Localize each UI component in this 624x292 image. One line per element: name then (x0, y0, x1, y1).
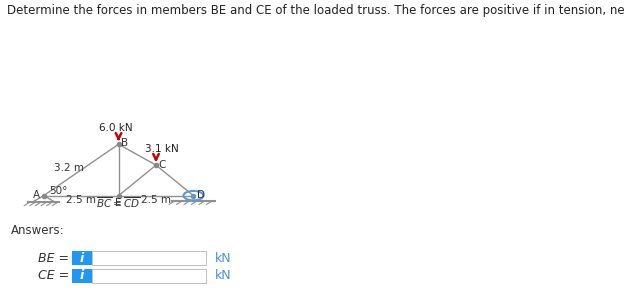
Text: 2.5 m: 2.5 m (141, 195, 171, 205)
Text: 3.2 m: 3.2 m (54, 163, 84, 173)
FancyBboxPatch shape (72, 269, 92, 283)
Text: E: E (115, 198, 122, 208)
FancyBboxPatch shape (92, 269, 206, 283)
Text: i: i (80, 252, 84, 265)
Text: C: C (158, 160, 166, 170)
Text: BE =: BE = (37, 252, 69, 265)
Text: kN: kN (215, 270, 232, 282)
Text: 2.5 m: 2.5 m (66, 195, 96, 205)
Text: $\overline{BC}=\overline{CD}$: $\overline{BC}=\overline{CD}$ (96, 196, 141, 210)
FancyBboxPatch shape (72, 251, 92, 265)
Text: kN: kN (215, 252, 232, 265)
Text: i: i (80, 270, 84, 282)
Text: CE =: CE = (37, 270, 69, 282)
Text: D: D (197, 190, 205, 200)
Text: Answers:: Answers: (11, 223, 65, 237)
Text: 6.0 kN: 6.0 kN (99, 123, 132, 133)
Text: 3.1 kN: 3.1 kN (145, 144, 179, 154)
FancyBboxPatch shape (92, 251, 206, 265)
Text: A: A (32, 190, 40, 200)
Text: 50°: 50° (49, 186, 67, 196)
Text: Determine the forces in members BE and CE of the loaded truss. The forces are po: Determine the forces in members BE and C… (7, 4, 624, 18)
Text: B: B (121, 138, 128, 148)
